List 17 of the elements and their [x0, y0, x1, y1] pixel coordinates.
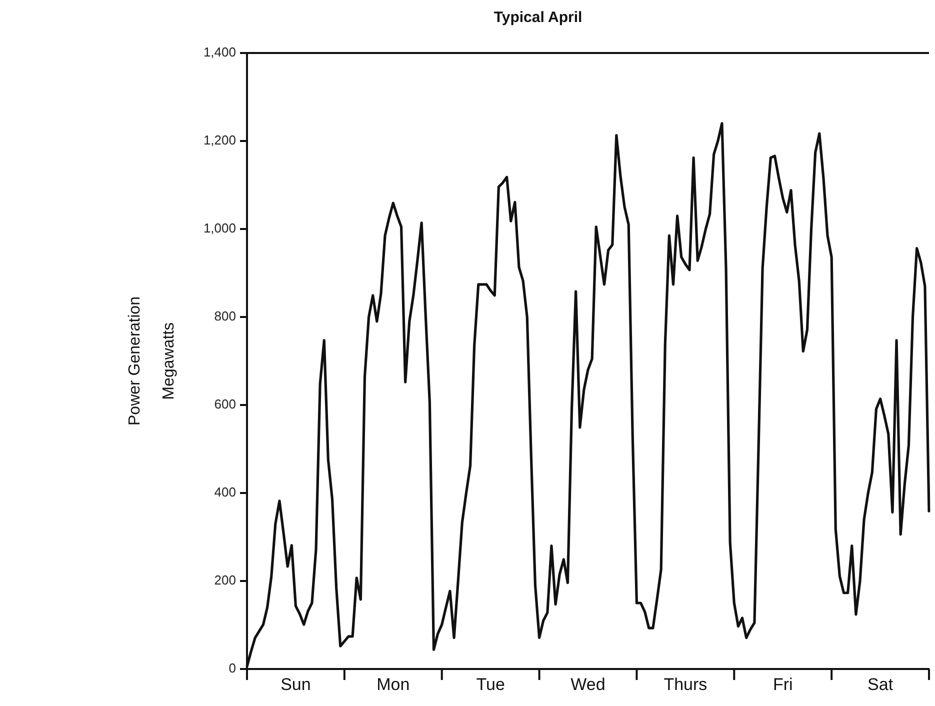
y-tick-label: 1,200 [203, 132, 236, 148]
chart-title: Typical April [494, 9, 582, 26]
x-tick-label: Fri [772, 674, 793, 694]
x-tick-label: Wed [570, 674, 606, 694]
y-tick-label: 200 [214, 572, 236, 588]
y-tick-label: 1,000 [203, 220, 236, 236]
y-tick-label: 800 [214, 308, 236, 324]
x-tick-label: Sun [280, 674, 311, 694]
x-tick-label: Thurs [664, 674, 708, 694]
x-tick-label: Sat [868, 674, 894, 694]
y-tick-label: 400 [214, 484, 236, 500]
y-axis-title: Power Generation Megawatts [126, 296, 178, 426]
y-tick-label: 600 [214, 396, 236, 412]
x-tick-label: Mon [376, 674, 410, 694]
x-tick-label: Tue [476, 674, 505, 694]
y-tick-label: 1,400 [203, 44, 236, 60]
y-tick-label: 0 [228, 660, 236, 676]
